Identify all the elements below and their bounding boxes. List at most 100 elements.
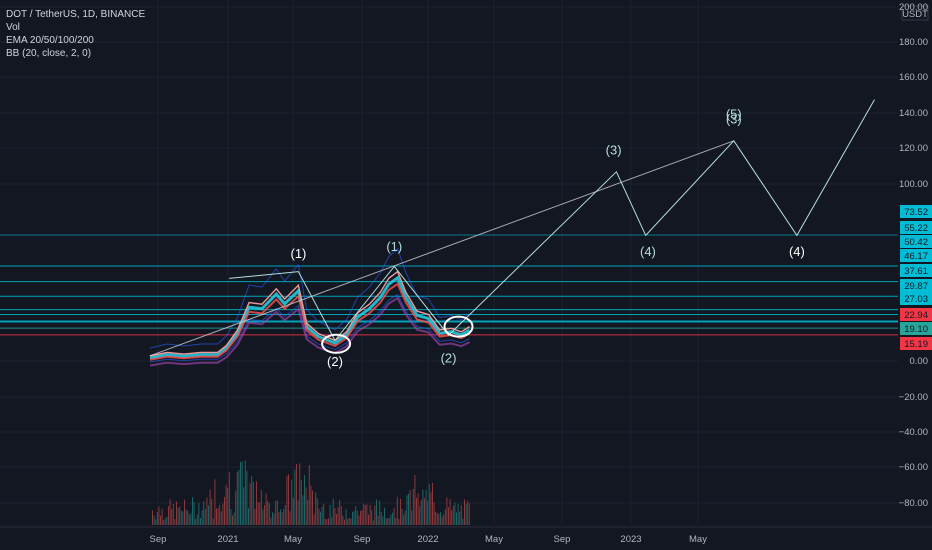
- volume-bar: [228, 472, 230, 525]
- volume-bar: [268, 503, 270, 525]
- volume-bar: [238, 469, 240, 525]
- volume-bar: [275, 501, 277, 525]
- wave-label: (4): [640, 244, 656, 259]
- bb-indicator-label[interactable]: BB (20, close, 2, 0): [6, 48, 92, 59]
- volume-bar: [203, 501, 205, 525]
- volume-bar: [196, 514, 198, 525]
- volume-bar: [297, 500, 299, 525]
- volume-bar: [212, 518, 214, 525]
- volume-bar: [331, 517, 333, 525]
- volume-bar: [233, 512, 235, 525]
- time-tick-label: 2022: [417, 534, 438, 545]
- volume-bar: [409, 490, 411, 525]
- volume-bar: [424, 498, 425, 525]
- volume-bar: [321, 506, 323, 525]
- volume-bar: [219, 505, 221, 525]
- volume-bar: [368, 514, 369, 525]
- volume-indicator-label[interactable]: Vol: [6, 22, 20, 33]
- volume-bar: [307, 499, 309, 525]
- volume-bar: [328, 518, 329, 525]
- volume-bar: [182, 511, 184, 525]
- volume-bar: [345, 509, 347, 525]
- volume-bar: [230, 508, 232, 525]
- wave-label: (2): [327, 354, 343, 369]
- volume-bar: [174, 519, 176, 525]
- volume-bar: [259, 502, 261, 525]
- wave-projection-line: [229, 99, 875, 342]
- volume-bar: [204, 509, 206, 525]
- price-tag: [900, 264, 932, 277]
- volume-bar: [353, 510, 355, 525]
- volume-bar: [184, 499, 185, 525]
- symbol-title[interactable]: DOT / TetherUS, 1D, BINANCE: [6, 9, 146, 20]
- volume-bar: [462, 518, 464, 525]
- volume-bar: [216, 508, 217, 525]
- volume-bar: [312, 490, 313, 525]
- price-tick-label: 180.00: [899, 37, 928, 48]
- price-tick-label: 200.00: [899, 2, 928, 13]
- price-tag: [900, 205, 932, 218]
- volume-bar: [265, 493, 267, 525]
- time-axis[interactable]: Sep 2021 May Sep 2022 May Sep 2023 May: [0, 526, 932, 545]
- volume-bar: [380, 511, 382, 525]
- volume-bar: [188, 514, 190, 525]
- price-tag-label: 73.52: [904, 207, 928, 218]
- volume-bar: [211, 498, 213, 525]
- volume-bar: [395, 517, 397, 525]
- volume-bar: [414, 474, 416, 525]
- volume-bar: [408, 493, 409, 525]
- volume-bar: [248, 508, 249, 525]
- volume-bar: [371, 510, 373, 525]
- volume-bar: [387, 517, 389, 525]
- price-tag-label: 46.17: [904, 251, 928, 262]
- volume-bar: [438, 513, 440, 525]
- volume-bar: [276, 500, 278, 525]
- volume-bar: [262, 509, 264, 525]
- price-tick-label: −80.00: [899, 498, 928, 509]
- volume-bar: [172, 503, 174, 525]
- volume-bar: [435, 511, 437, 525]
- time-tick-label: Sep: [150, 534, 167, 545]
- time-tick-label: May: [284, 534, 302, 545]
- chart-legend: DOT / TetherUS, 1D, BINANCE Vol EMA 20/5…: [6, 8, 145, 60]
- volume-bars: [152, 460, 470, 525]
- bb-lower-line: [149, 293, 470, 363]
- volume-bar: [251, 476, 253, 525]
- volume-bar: [401, 508, 403, 525]
- volume-bar: [291, 479, 293, 525]
- wave-label: (3): [606, 143, 622, 158]
- volume-bar: [449, 499, 451, 525]
- volume-bar: [235, 490, 237, 525]
- volume-bar: [201, 510, 203, 525]
- volume-bar: [358, 515, 360, 525]
- volume-bar: [451, 510, 453, 525]
- volume-bar: [227, 487, 229, 525]
- volume-bar: [267, 500, 269, 525]
- price-tag: [900, 308, 932, 321]
- grid: [0, 0, 898, 525]
- volume-bar: [160, 515, 161, 525]
- price-tick-label: −60.00: [899, 462, 928, 473]
- time-tick-label: 2023: [620, 534, 641, 545]
- volume-bar: [382, 516, 384, 525]
- price-tick-label: −20.00: [899, 392, 928, 403]
- volume-bar: [158, 506, 160, 525]
- volume-bar: [264, 505, 265, 525]
- volume-bar: [420, 500, 422, 525]
- volume-bar: [406, 495, 408, 525]
- volume-bar: [412, 488, 414, 525]
- volume-bar: [400, 498, 401, 525]
- volume-bar: [288, 474, 289, 525]
- elliott-projection[interactable]: [149, 99, 875, 357]
- volume-bar: [428, 483, 430, 525]
- highlight-circle: [321, 333, 352, 354]
- volume-bar: [329, 505, 331, 525]
- wave-label: (4): [789, 244, 805, 259]
- price-tick-label: 160.00: [899, 72, 928, 83]
- volume-bar: [411, 510, 413, 525]
- ema-indicator-label[interactable]: EMA 20/50/100/200: [6, 35, 94, 46]
- wave-label: (3): [726, 112, 742, 127]
